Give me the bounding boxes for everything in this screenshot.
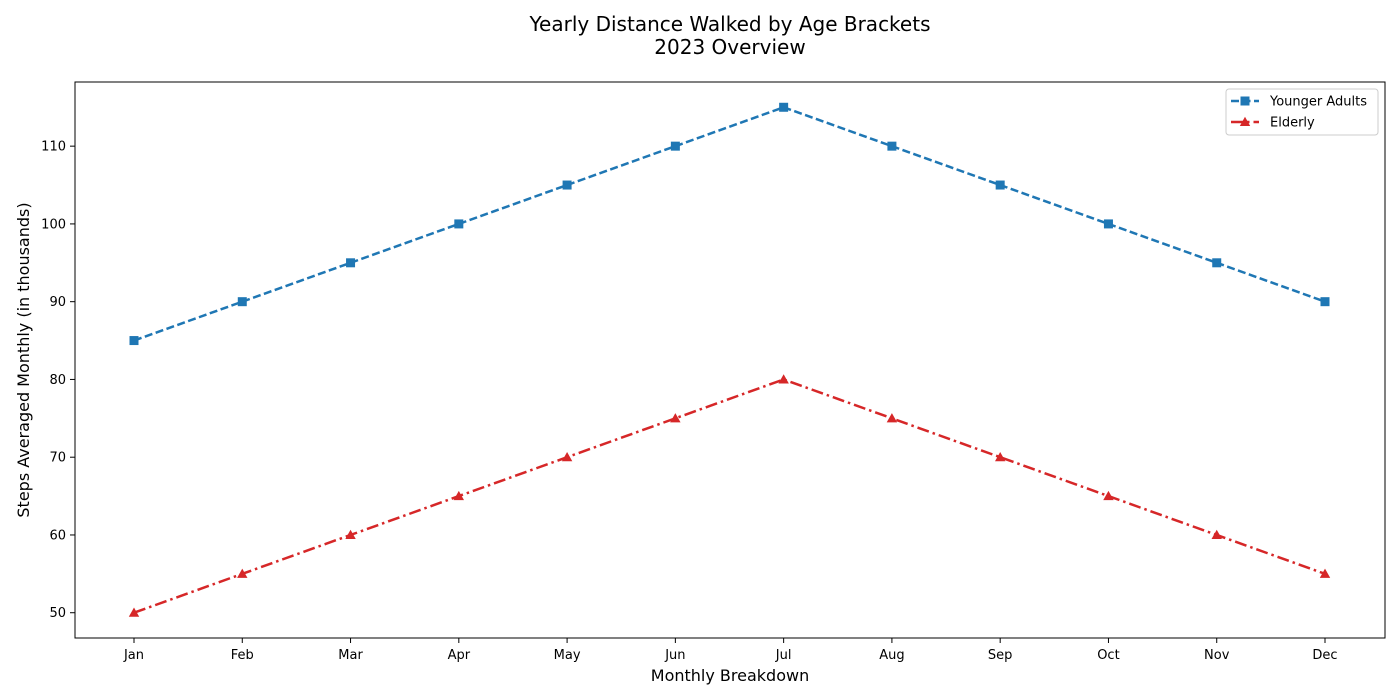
data-point bbox=[1320, 297, 1330, 307]
x-axis: Jan Feb Mar Apr May Jun Jul Aug Sep Oct Nov Dec bbox=[123, 638, 1338, 663]
legend-marker bbox=[1239, 116, 1251, 127]
legend-entry: Younger Adults bbox=[1231, 95, 1367, 110]
data-point bbox=[670, 141, 680, 151]
data-point bbox=[453, 490, 465, 501]
y-tick-label: 70 bbox=[49, 451, 66, 466]
data-point bbox=[994, 452, 1006, 462]
chart-title: Yearly Distance Walked by Age Brackets bbox=[529, 12, 931, 36]
data-point bbox=[1103, 219, 1113, 229]
y-tick-label: 80 bbox=[49, 373, 66, 388]
data-point bbox=[237, 568, 248, 578]
data-point bbox=[562, 180, 572, 190]
x-tick-label: Aug bbox=[879, 648, 904, 663]
legend-entries: Younger Adults Elderly bbox=[1231, 95, 1367, 131]
series-line bbox=[133, 105, 1326, 342]
legend-entry: Elderly bbox=[1231, 116, 1315, 131]
data-point bbox=[1319, 568, 1331, 578]
data-point bbox=[995, 180, 1005, 190]
x-tick-label: Feb bbox=[231, 648, 254, 663]
data-point bbox=[670, 413, 681, 423]
data-point bbox=[778, 374, 789, 384]
legend-label: Elderly bbox=[1270, 116, 1315, 131]
data-point bbox=[779, 102, 789, 112]
y-tick-label: 110 bbox=[41, 140, 66, 155]
x-tick-label: Nov bbox=[1204, 648, 1230, 663]
legend: Younger Adults Elderly bbox=[1225, 88, 1379, 136]
data-point bbox=[237, 297, 247, 307]
x-tick-label: Oct bbox=[1097, 648, 1119, 663]
data-point bbox=[887, 141, 897, 151]
series-younger-adults bbox=[129, 102, 1330, 346]
x-tick-label: Sep bbox=[988, 648, 1013, 663]
data-point bbox=[1212, 258, 1222, 268]
y-tick-label: 50 bbox=[49, 606, 66, 621]
data-point bbox=[1211, 529, 1222, 540]
x-tick-label: Dec bbox=[1312, 648, 1337, 663]
data-point bbox=[561, 452, 573, 462]
plot-area bbox=[128, 102, 1331, 617]
data-point bbox=[345, 529, 356, 540]
y-axis: 50 60 70 80 90 100 110 bbox=[41, 140, 75, 621]
y-tick-label: 60 bbox=[49, 528, 66, 543]
legend-marker bbox=[1240, 96, 1250, 106]
data-point bbox=[128, 607, 140, 617]
data-point bbox=[454, 219, 464, 229]
chart-subtitle: 2023 Overview bbox=[654, 35, 805, 59]
y-axis-label: Steps Averaged Monthly (in thousands) bbox=[14, 202, 33, 517]
series-line bbox=[133, 378, 1326, 614]
x-tick-label: Jun bbox=[664, 648, 685, 663]
x-tick-label: Apr bbox=[448, 648, 471, 663]
x-axis-label: Monthly Breakdown bbox=[651, 666, 809, 685]
plot-frame bbox=[74, 81, 1386, 639]
x-tick-label: May bbox=[554, 648, 581, 663]
y-tick-label: 100 bbox=[41, 217, 66, 232]
y-tick-label: 90 bbox=[49, 295, 66, 310]
x-tick-label: Jan bbox=[123, 648, 144, 663]
series-elderly bbox=[128, 374, 1331, 617]
data-point bbox=[886, 413, 898, 423]
legend-box bbox=[1225, 88, 1379, 136]
legend-label: Younger Adults bbox=[1269, 95, 1367, 110]
x-tick-label: Jul bbox=[775, 648, 792, 663]
x-tick-label: Mar bbox=[338, 648, 363, 663]
data-point bbox=[346, 258, 356, 268]
data-point bbox=[129, 336, 139, 346]
data-point bbox=[1103, 490, 1114, 501]
